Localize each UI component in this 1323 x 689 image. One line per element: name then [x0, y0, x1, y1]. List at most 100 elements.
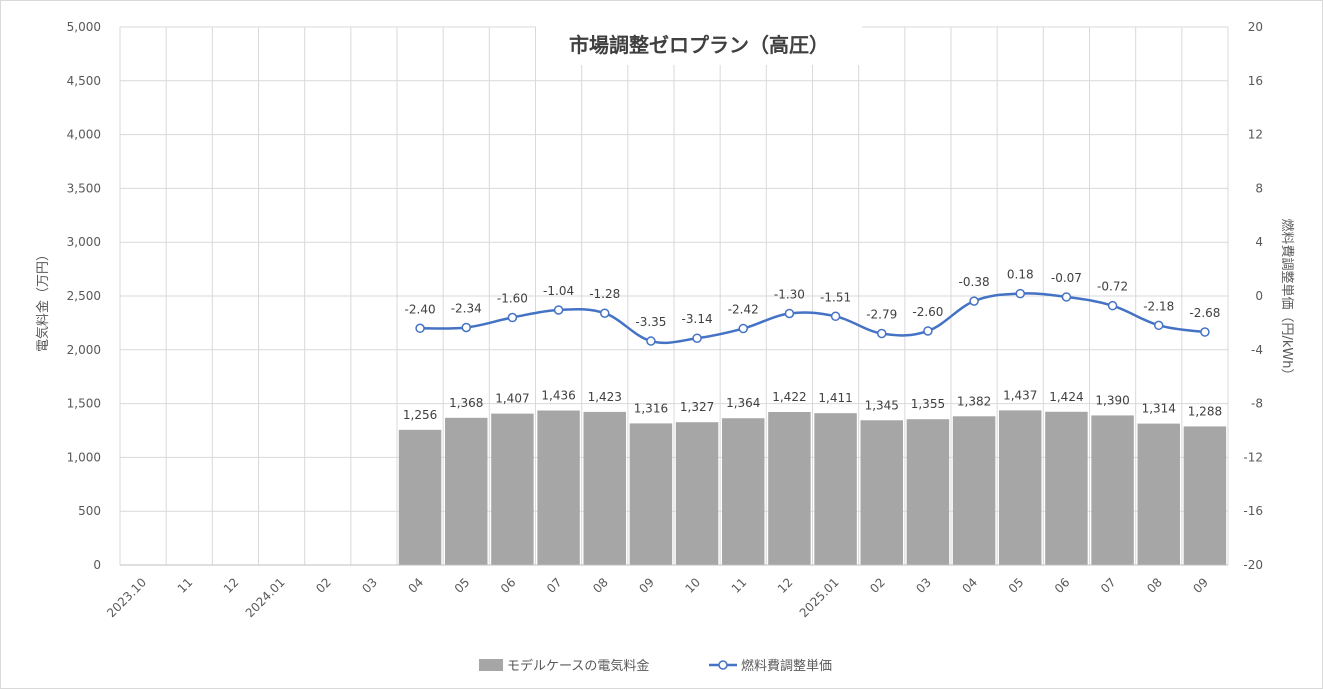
- left-tick-label: 4,500: [67, 74, 101, 88]
- bar: [1183, 426, 1227, 565]
- line-value-label: -0.07: [1051, 271, 1082, 285]
- line-value-label: -2.40: [405, 302, 436, 316]
- bar-value-label: 1,437: [1003, 388, 1037, 402]
- bar-value-label: 1,288: [1188, 404, 1222, 418]
- bar-value-label: 1,345: [865, 398, 899, 412]
- bar: [491, 413, 534, 565]
- bar-value-label: 1,256: [403, 408, 437, 422]
- bar: [722, 418, 765, 565]
- bar: [1045, 411, 1088, 565]
- bar-value-label: 1,327: [680, 400, 714, 414]
- line-point: [1015, 288, 1025, 299]
- right-tick-label: 4: [1255, 235, 1263, 249]
- line-value-label: -3.35: [635, 315, 666, 329]
- line-point: [646, 336, 656, 346]
- right-tick-label: -8: [1251, 397, 1263, 411]
- line-point: [738, 323, 748, 334]
- line-value-label: -1.60: [497, 292, 528, 306]
- bar-value-label: 1,390: [1095, 393, 1129, 407]
- bar-value-label: 1,407: [495, 392, 529, 406]
- left-tick-label: 1,500: [67, 397, 101, 411]
- right-tick-label: -16: [1243, 504, 1263, 518]
- line-value-label: -2.18: [1143, 299, 1174, 313]
- right-tick-label: -12: [1243, 450, 1263, 464]
- right-tick-label: 16: [1248, 74, 1263, 88]
- bar: [906, 419, 950, 565]
- chart-title-group: 市場調整ゼロプラン（高圧）: [536, 25, 862, 65]
- bar-value-label: 1,411: [818, 391, 852, 405]
- left-tick-label: 2,500: [67, 289, 101, 303]
- bar: [537, 410, 580, 565]
- line-value-label: -2.68: [1189, 306, 1220, 320]
- left-tick-label: 2,000: [67, 343, 101, 357]
- bar: [445, 417, 488, 565]
- bar: [860, 420, 903, 565]
- bar-value-label: 1,423: [588, 390, 622, 404]
- left-tick-label: 5,000: [67, 20, 101, 34]
- right-tick-label: 20: [1248, 20, 1263, 34]
- left-tick-label: 3,500: [67, 181, 101, 195]
- line-value-label: -2.34: [451, 301, 482, 315]
- left-tick-label: 0: [93, 558, 101, 572]
- bar: [768, 411, 811, 565]
- title-background: [536, 25, 862, 65]
- bar-value-label: 1,422: [772, 390, 806, 404]
- line-point: [600, 308, 610, 318]
- line-point: [415, 323, 425, 334]
- bar: [814, 413, 857, 565]
- right-tick-label: -4: [1251, 343, 1263, 357]
- line-value-label: -0.72: [1097, 280, 1128, 294]
- line-point: [553, 305, 564, 315]
- left-tick-label: 3,000: [67, 235, 101, 249]
- bar-value-label: 1,424: [1049, 390, 1083, 404]
- chart-title: 市場調整ゼロプラン（高圧）: [569, 33, 829, 57]
- left-axis-title-group: 電気料金（万円）: [35, 248, 51, 352]
- line-value-label: -2.60: [912, 305, 943, 319]
- line-point: [830, 311, 841, 322]
- line-value-label: -1.51: [820, 290, 851, 304]
- line-point: [969, 296, 979, 306]
- bar: [999, 410, 1042, 565]
- legend-bar-label: モデルケースの電気料金: [507, 658, 649, 674]
- bar: [1137, 423, 1180, 565]
- line-value-label: -1.28: [589, 287, 620, 301]
- line-value-label: -0.38: [959, 275, 990, 289]
- bar-value-label: 1,382: [957, 394, 991, 408]
- right-tick-label: -20: [1243, 558, 1263, 572]
- bar-value-label: 1,316: [634, 401, 668, 415]
- line-point: [1154, 320, 1164, 331]
- line-point: [1061, 292, 1072, 302]
- gridlines: [119, 26, 1229, 566]
- bar-value-label: 1,436: [541, 388, 575, 402]
- left-tick-label: 1,000: [67, 450, 101, 464]
- line-point: [507, 312, 518, 323]
- bar-value-label: 1,364: [726, 396, 760, 410]
- line-value-label: -3.14: [682, 312, 713, 326]
- line-value-label: -1.04: [543, 284, 574, 298]
- legend-bar-swatch: [479, 659, 503, 671]
- line-value-label: -2.79: [866, 308, 897, 322]
- line-point: [877, 328, 887, 339]
- line-point: [1107, 300, 1118, 311]
- bar: [1091, 415, 1134, 565]
- legend: モデルケースの電気料金 燃料費調整単価: [479, 658, 832, 674]
- bar: [398, 429, 442, 565]
- line-value-label: 0.18: [1007, 268, 1034, 282]
- bar-value-label: 1,314: [1142, 402, 1176, 416]
- right-tick-label: 12: [1248, 128, 1263, 142]
- right-axis-title-group: 燃料費調整単価（円/kWh）: [1279, 218, 1295, 381]
- legend-line-marker: [718, 660, 728, 670]
- bar: [952, 416, 996, 565]
- bar-value-label: 1,368: [449, 396, 483, 410]
- line-point: [461, 322, 471, 333]
- right-axis-title: 燃料費調整単価（円/kWh）: [1279, 218, 1295, 381]
- bar: [629, 423, 673, 565]
- line-point: [692, 333, 702, 343]
- right-tick-label: 0: [1255, 289, 1263, 303]
- left-tick-label: 4,000: [67, 128, 101, 142]
- line-point: [1200, 327, 1210, 337]
- line-value-label: -1.30: [774, 287, 805, 301]
